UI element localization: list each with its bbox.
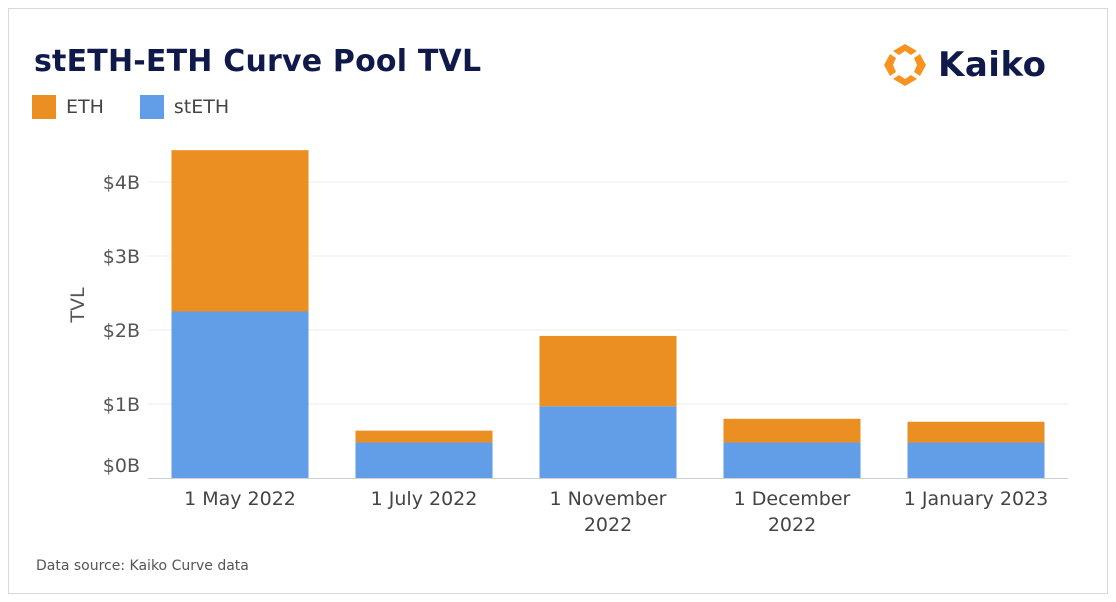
bars bbox=[171, 150, 1045, 479]
bar-eth-0[interactable] bbox=[171, 150, 309, 312]
x-axis-labels: 1 May 2022 1 July 2022 1 November 2022 1 Dec… bbox=[184, 488, 1048, 536]
y-axis-title: TVL bbox=[67, 287, 89, 324]
kaiko-logo-icon bbox=[884, 44, 926, 86]
logo-wordmark: Kaiko bbox=[938, 45, 1047, 85]
y-tick-label: $3B bbox=[103, 246, 140, 268]
legend-swatch-steth bbox=[139, 95, 164, 119]
legend-item-steth[interactable]: stETH bbox=[139, 95, 230, 119]
legend-label-eth: ETH bbox=[66, 96, 104, 118]
legend-swatch-eth bbox=[32, 95, 56, 119]
bar-eth-2[interactable] bbox=[539, 335, 677, 407]
x-category-label: 1 May 2022 bbox=[184, 488, 296, 510]
x-category-label: 1 December 2022 bbox=[734, 488, 851, 536]
legend-item-eth[interactable]: ETH bbox=[32, 95, 104, 119]
x-category-label: 1 July 2022 bbox=[371, 488, 478, 510]
chart-legend: ETH stETH bbox=[32, 95, 265, 119]
bar-steth-4[interactable] bbox=[907, 442, 1045, 478]
y-tick-label: $2B bbox=[103, 320, 140, 342]
y-tick-label: $4B bbox=[103, 172, 140, 194]
legend-label-steth: stETH bbox=[173, 96, 230, 118]
bar-steth-0[interactable] bbox=[171, 311, 309, 479]
y-tick-label: $0B bbox=[103, 455, 140, 477]
x-category-label: 1 November 2022 bbox=[550, 488, 667, 536]
x-category-label: 1 January 2023 bbox=[904, 488, 1049, 510]
chart-title: stETH-ETH Curve Pool TVL bbox=[34, 44, 482, 79]
kaiko-logo: Kaiko bbox=[882, 42, 1047, 88]
bar-eth-4[interactable] bbox=[907, 421, 1045, 443]
bar-eth-1[interactable] bbox=[355, 430, 493, 443]
bar-steth-1[interactable] bbox=[355, 442, 493, 478]
bar-steth-3[interactable] bbox=[723, 442, 861, 478]
data-source-note: Data source: Kaiko Curve data bbox=[36, 558, 249, 574]
bar-eth-3[interactable] bbox=[723, 418, 861, 443]
bar-steth-2[interactable] bbox=[539, 406, 677, 478]
y-axis-ticks: $0B $1B $2B $3B $4B bbox=[103, 172, 140, 477]
y-tick-label: $1B bbox=[103, 394, 140, 416]
